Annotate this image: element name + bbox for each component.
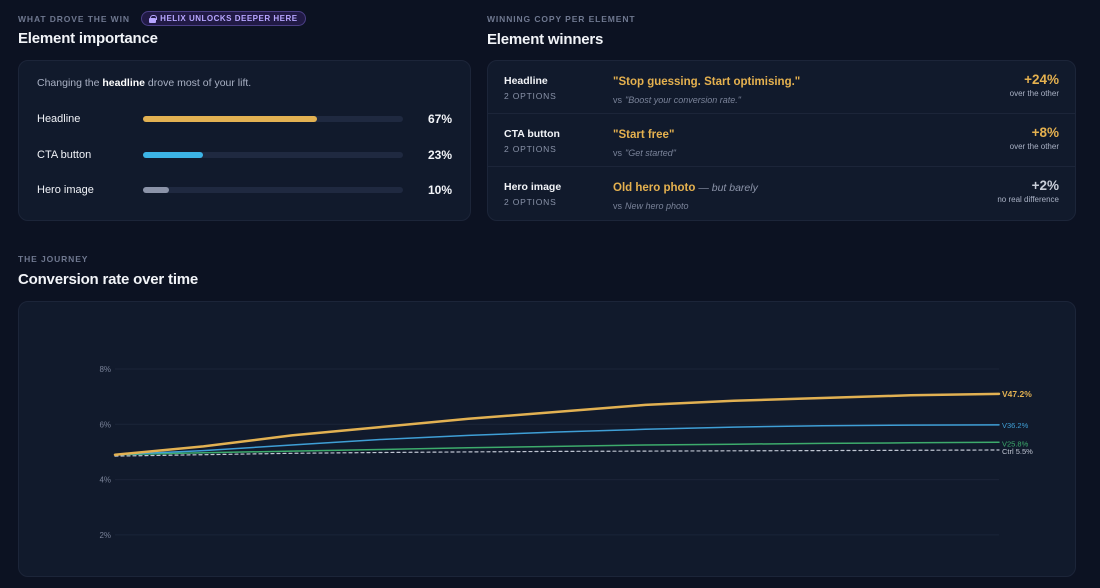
importance-bar-fill xyxy=(143,152,203,158)
winner-options-count: 2 OPTIONS xyxy=(504,91,557,101)
losing-copy: vs "Boost your conversion rate." xyxy=(613,95,741,105)
y-tick-label: 8% xyxy=(99,365,111,374)
winners-eyebrow: WINNING COPY PER ELEMENT xyxy=(487,14,636,24)
series-end-label: V47.2% xyxy=(1002,389,1032,399)
series-line-v4 xyxy=(113,392,1001,456)
winner-element-name: Hero image xyxy=(504,181,562,193)
importance-card: Changing the headline drove most of your… xyxy=(18,60,471,221)
chart-card: 8% 6% 4% 2% V47.2% V36.2% V25.8% Ctrl 5.5% xyxy=(18,301,1076,577)
importance-label: Headline xyxy=(37,113,81,125)
lift-note: over the other xyxy=(1009,142,1059,151)
winning-copy: Old hero photo xyxy=(613,182,696,194)
importance-label: Hero image xyxy=(37,184,94,196)
winner-row-cta[interactable]: CTA button 2 OPTIONS "Start free" vs "Get… xyxy=(488,114,1075,167)
winners-title: Element winners xyxy=(487,31,604,48)
conversion-chart: 8% 6% 4% 2% V47.2% V36.2% V25.8%Ctrl 5.5% xyxy=(99,365,1033,540)
importance-percent: 10% xyxy=(427,183,452,197)
y-tick-label: 2% xyxy=(99,531,111,540)
y-tick-label: 6% xyxy=(99,420,111,429)
importance-percent: 23% xyxy=(427,148,452,162)
winner-element-name: CTA button xyxy=(504,128,560,140)
lift-value: +2% xyxy=(1031,178,1059,193)
importance-label: CTA button xyxy=(37,149,92,161)
importance-row-cta: CTA button 23% xyxy=(37,147,452,163)
importance-title: Element importance xyxy=(18,30,158,47)
lift-value: +24% xyxy=(1024,72,1059,87)
importance-bar-fill xyxy=(143,187,169,193)
importance-intro: Changing the headline drove most of your… xyxy=(37,77,252,89)
winner-row-headline[interactable]: Headline 2 OPTIONS "Stop guessing. Start… xyxy=(488,61,1075,114)
losing-copy: vs New hero photo xyxy=(613,201,689,211)
losing-copy: vs "Get started" xyxy=(613,148,676,158)
importance-eyebrow: WHAT DROVE THE WIN HELIX UNLOCKS DEEPER … xyxy=(18,11,306,27)
y-tick-label: 4% xyxy=(99,476,111,485)
winning-copy: "Start free" xyxy=(613,129,675,141)
winner-options-count: 2 OPTIONS xyxy=(504,197,557,207)
series-end-label: Ctrl 5.5% xyxy=(1002,447,1033,456)
importance-bar-fill xyxy=(143,116,318,122)
winning-copy: "Stop guessing. Start optimising." xyxy=(613,76,801,88)
importance-percent: 67% xyxy=(427,112,452,126)
importance-track xyxy=(143,116,403,122)
series-line-v3 xyxy=(114,424,1000,456)
lift-note: no real difference xyxy=(997,195,1059,204)
helix-unlock-badge[interactable]: HELIX UNLOCKS DEEPER HERE xyxy=(141,11,306,26)
series-end-label: V36.2% xyxy=(1002,421,1029,430)
series-line-v2 xyxy=(114,441,1000,456)
series-line-ctrl xyxy=(114,449,1000,457)
importance-row-headline: Headline 67% xyxy=(37,111,452,127)
importance-track xyxy=(143,187,403,193)
winner-options-count: 2 OPTIONS xyxy=(504,144,557,154)
winner-element-name: Headline xyxy=(504,75,548,87)
intro-highlight: headline xyxy=(102,77,145,89)
series-end-label: V25.8% xyxy=(1002,439,1029,448)
lift-value: +8% xyxy=(1031,125,1059,140)
lock-icon xyxy=(149,14,158,23)
lift-note: over the other xyxy=(1009,89,1059,98)
journey-title: Conversion rate over time xyxy=(18,271,199,288)
winner-aside: — but barely xyxy=(695,182,758,194)
importance-track xyxy=(143,152,403,158)
winner-row-hero[interactable]: Hero image 2 OPTIONS Old hero photo — bu… xyxy=(488,167,1075,220)
winners-card: Headline 2 OPTIONS "Stop guessing. Start… xyxy=(487,60,1076,221)
importance-row-hero: Hero image 10% xyxy=(37,182,452,198)
journey-eyebrow: THE JOURNEY xyxy=(18,254,89,264)
